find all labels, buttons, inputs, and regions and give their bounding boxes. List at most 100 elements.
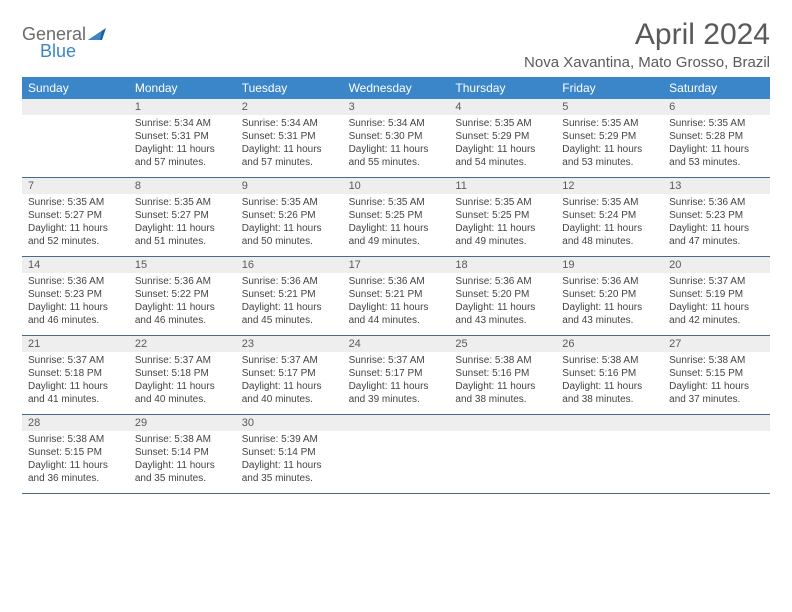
sunset-text: Sunset: 5:21 PM [242,288,337,301]
daylight-text: Daylight: 11 hours and 40 minutes. [242,380,337,406]
sunrise-text: Sunrise: 5:36 AM [562,275,657,288]
daylight-text: Daylight: 11 hours and 45 minutes. [242,301,337,327]
day-number: 10 [343,178,450,194]
day-number: 28 [22,415,129,431]
daylight-text: Daylight: 11 hours and 57 minutes. [135,143,230,169]
day-number: 30 [236,415,343,431]
day-body: Sunrise: 5:36 AMSunset: 5:20 PMDaylight:… [449,273,556,333]
calendar-day-cell: 10Sunrise: 5:35 AMSunset: 5:25 PMDayligh… [343,178,450,256]
calendar-day-cell: 7Sunrise: 5:35 AMSunset: 5:27 PMDaylight… [22,178,129,256]
calendar-day-cell: 20Sunrise: 5:37 AMSunset: 5:19 PMDayligh… [663,257,770,335]
daylight-text: Daylight: 11 hours and 43 minutes. [455,301,550,327]
sunrise-text: Sunrise: 5:37 AM [349,354,444,367]
sunset-text: Sunset: 5:23 PM [28,288,123,301]
daylight-text: Daylight: 11 hours and 42 minutes. [669,301,764,327]
sunset-text: Sunset: 5:26 PM [242,209,337,222]
day-body: Sunrise: 5:37 AMSunset: 5:17 PMDaylight:… [343,352,450,412]
sunset-text: Sunset: 5:18 PM [28,367,123,380]
day-body [556,431,663,439]
day-body [449,431,556,439]
day-header: Tuesday [236,77,343,99]
day-body: Sunrise: 5:35 AMSunset: 5:29 PMDaylight:… [556,115,663,175]
sunrise-text: Sunrise: 5:37 AM [28,354,123,367]
daylight-text: Daylight: 11 hours and 46 minutes. [135,301,230,327]
calendar-day-cell: 1Sunrise: 5:34 AMSunset: 5:31 PMDaylight… [129,99,236,177]
day-body: Sunrise: 5:37 AMSunset: 5:18 PMDaylight:… [22,352,129,412]
sunrise-text: Sunrise: 5:35 AM [455,196,550,209]
day-number: 8 [129,178,236,194]
sunset-text: Sunset: 5:14 PM [242,446,337,459]
day-number: 17 [343,257,450,273]
sunrise-text: Sunrise: 5:38 AM [669,354,764,367]
calendar-day-cell: 23Sunrise: 5:37 AMSunset: 5:17 PMDayligh… [236,336,343,414]
daylight-text: Daylight: 11 hours and 53 minutes. [669,143,764,169]
logo: General Blue [22,18,106,62]
day-number: 7 [22,178,129,194]
day-body [22,115,129,123]
calendar-week-row: 21Sunrise: 5:37 AMSunset: 5:18 PMDayligh… [22,336,770,415]
day-body: Sunrise: 5:36 AMSunset: 5:23 PMDaylight:… [663,194,770,254]
sunrise-text: Sunrise: 5:35 AM [669,117,764,130]
day-number [343,415,450,431]
day-number: 23 [236,336,343,352]
day-body: Sunrise: 5:36 AMSunset: 5:22 PMDaylight:… [129,273,236,333]
calendar-day-cell: 8Sunrise: 5:35 AMSunset: 5:27 PMDaylight… [129,178,236,256]
day-body: Sunrise: 5:34 AMSunset: 5:31 PMDaylight:… [129,115,236,175]
daylight-text: Daylight: 11 hours and 40 minutes. [135,380,230,406]
calendar-day-cell: 9Sunrise: 5:35 AMSunset: 5:26 PMDaylight… [236,178,343,256]
calendar-day-cell: 12Sunrise: 5:35 AMSunset: 5:24 PMDayligh… [556,178,663,256]
day-header: Monday [129,77,236,99]
day-number: 18 [449,257,556,273]
sunset-text: Sunset: 5:16 PM [562,367,657,380]
daylight-text: Daylight: 11 hours and 49 minutes. [349,222,444,248]
sunrise-text: Sunrise: 5:35 AM [28,196,123,209]
day-body: Sunrise: 5:37 AMSunset: 5:18 PMDaylight:… [129,352,236,412]
daylight-text: Daylight: 11 hours and 48 minutes. [562,222,657,248]
calendar-day-cell: 11Sunrise: 5:35 AMSunset: 5:25 PMDayligh… [449,178,556,256]
sunset-text: Sunset: 5:17 PM [349,367,444,380]
calendar-week-row: 7Sunrise: 5:35 AMSunset: 5:27 PMDaylight… [22,178,770,257]
calendar-day-cell: 22Sunrise: 5:37 AMSunset: 5:18 PMDayligh… [129,336,236,414]
daylight-text: Daylight: 11 hours and 36 minutes. [28,459,123,485]
day-number: 6 [663,99,770,115]
sunset-text: Sunset: 5:14 PM [135,446,230,459]
calendar-day-cell: 2Sunrise: 5:34 AMSunset: 5:31 PMDaylight… [236,99,343,177]
sunrise-text: Sunrise: 5:36 AM [135,275,230,288]
calendar-day-cell: 27Sunrise: 5:38 AMSunset: 5:15 PMDayligh… [663,336,770,414]
day-header: Saturday [663,77,770,99]
daylight-text: Daylight: 11 hours and 35 minutes. [242,459,337,485]
day-body: Sunrise: 5:38 AMSunset: 5:14 PMDaylight:… [129,431,236,491]
sunset-text: Sunset: 5:21 PM [349,288,444,301]
calendar-day-cell [663,415,770,493]
day-number: 25 [449,336,556,352]
calendar-day-cell: 16Sunrise: 5:36 AMSunset: 5:21 PMDayligh… [236,257,343,335]
daylight-text: Daylight: 11 hours and 57 minutes. [242,143,337,169]
day-body: Sunrise: 5:35 AMSunset: 5:26 PMDaylight:… [236,194,343,254]
day-number: 2 [236,99,343,115]
sunrise-text: Sunrise: 5:38 AM [455,354,550,367]
day-number [556,415,663,431]
daylight-text: Daylight: 11 hours and 37 minutes. [669,380,764,406]
day-body: Sunrise: 5:35 AMSunset: 5:27 PMDaylight:… [22,194,129,254]
logo-triangle-icon [88,27,106,45]
daylight-text: Daylight: 11 hours and 51 minutes. [135,222,230,248]
calendar-day-cell: 6Sunrise: 5:35 AMSunset: 5:28 PMDaylight… [663,99,770,177]
sunset-text: Sunset: 5:29 PM [562,130,657,143]
sunset-text: Sunset: 5:29 PM [455,130,550,143]
daylight-text: Daylight: 11 hours and 39 minutes. [349,380,444,406]
day-body: Sunrise: 5:38 AMSunset: 5:15 PMDaylight:… [22,431,129,491]
day-number: 22 [129,336,236,352]
day-body: Sunrise: 5:34 AMSunset: 5:30 PMDaylight:… [343,115,450,175]
sunrise-text: Sunrise: 5:36 AM [669,196,764,209]
calendar-day-cell: 13Sunrise: 5:36 AMSunset: 5:23 PMDayligh… [663,178,770,256]
daylight-text: Daylight: 11 hours and 43 minutes. [562,301,657,327]
sunrise-text: Sunrise: 5:36 AM [349,275,444,288]
day-number: 21 [22,336,129,352]
logo-text-block: General Blue [22,24,106,62]
sunrise-text: Sunrise: 5:35 AM [135,196,230,209]
calendar-day-cell [343,415,450,493]
calendar-day-cell: 19Sunrise: 5:36 AMSunset: 5:20 PMDayligh… [556,257,663,335]
calendar-week-row: 1Sunrise: 5:34 AMSunset: 5:31 PMDaylight… [22,99,770,178]
calendar-week-row: 28Sunrise: 5:38 AMSunset: 5:15 PMDayligh… [22,415,770,494]
daylight-text: Daylight: 11 hours and 38 minutes. [562,380,657,406]
